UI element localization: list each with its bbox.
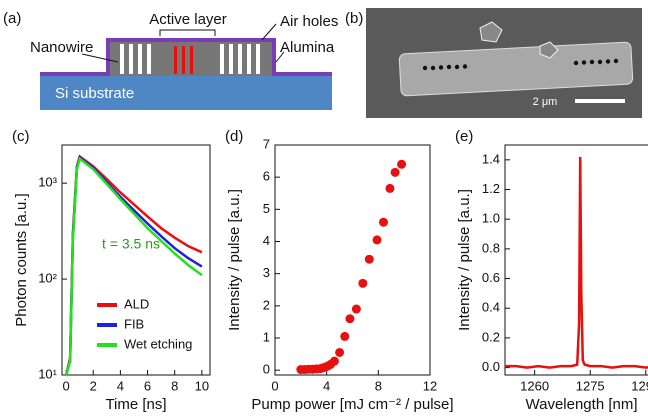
y-tick-label: 0.2 — [482, 329, 500, 344]
y-tick-label: 1.0 — [482, 211, 500, 226]
active-layer — [174, 46, 193, 74]
point — [397, 159, 407, 169]
x-tick-label: 1275 — [576, 378, 605, 393]
panel-label: (a) — [3, 10, 21, 27]
point — [364, 254, 374, 264]
point — [340, 331, 350, 341]
label: Si substrate — [55, 85, 134, 102]
y-tick-label: 4 — [263, 233, 270, 248]
point — [358, 278, 368, 288]
debris — [479, 21, 559, 59]
alumina-layer — [40, 38, 332, 76]
point — [385, 183, 395, 193]
pointer — [81, 53, 119, 63]
point — [329, 356, 339, 366]
panel-label: (d) — [225, 128, 243, 145]
x-axis-label: Wavelength [nm] — [526, 396, 638, 413]
series-line — [64, 156, 203, 376]
x-tick-label: 10 — [195, 378, 209, 393]
y-axis-label: Intensity / pulse [a.u.] — [226, 189, 243, 331]
panel-label: (b) — [345, 10, 363, 27]
point — [372, 235, 382, 245]
y-tick-label: 7 — [263, 136, 270, 151]
diagram: (a) Active layer Air holes Nanowire Alum… — [3, 10, 338, 110]
y-tick-label: 0.6 — [482, 270, 500, 285]
y-tick-label: 0 — [263, 362, 270, 377]
y-axis-label: Photon counts [a.u.] — [13, 193, 30, 326]
point — [345, 314, 355, 324]
point — [390, 167, 400, 177]
pointer — [275, 51, 285, 63]
annotation: t = 3.5 ns — [102, 236, 160, 252]
y-tick-label: 5 — [263, 201, 270, 216]
y-tick-label: 10² — [38, 271, 57, 286]
label: Active layer — [149, 11, 227, 28]
x-axis-label: Time [ns] — [105, 396, 166, 413]
air-holes — [120, 44, 260, 74]
legend-label: FIB — [124, 316, 144, 331]
legend-label: ALD — [124, 296, 149, 311]
x-axis-label: Pump power [mJ cm⁻² / pulse] — [251, 396, 453, 413]
series-line — [505, 156, 648, 369]
y-tick-label: 6 — [263, 169, 270, 184]
y-tick-label: 3 — [263, 265, 270, 280]
y-tick-label: 1.4 — [482, 151, 500, 166]
bracket — [159, 29, 216, 36]
x-tick-label: 0 — [271, 378, 278, 393]
x-tick-label: 4 — [323, 378, 330, 393]
holes — [422, 58, 619, 71]
x-tick-label: 6 — [144, 378, 151, 393]
x-tick-label: 4 — [117, 378, 124, 393]
micrograph: (b) 2 μm — [345, 8, 642, 118]
y-tick-label: 10³ — [38, 175, 57, 190]
x-tick-label: 0 — [62, 378, 69, 393]
point — [351, 304, 361, 314]
label: Nanowire — [30, 39, 93, 56]
point — [379, 217, 388, 227]
y-axis-label: Intensity / pulse [a.u.] — [456, 189, 473, 331]
label: Alumina — [280, 39, 335, 56]
x-tick-label: 8 — [375, 378, 382, 393]
x-tick-label: 2 — [90, 378, 97, 393]
legend-label: Wet etching — [124, 336, 192, 351]
panel-label: (c) — [12, 128, 30, 145]
x-tick-label: 12 — [423, 378, 437, 393]
y-tick-label: 10¹ — [38, 366, 57, 381]
label: Air holes — [280, 13, 338, 30]
plot-frame — [61, 144, 211, 376]
point — [335, 347, 345, 357]
panel-label: (e) — [455, 128, 473, 145]
y-tick-label: 0.0 — [482, 359, 500, 374]
y-tick-label: 1 — [263, 329, 270, 344]
pointer — [261, 23, 277, 41]
scale-label: 2 μm — [533, 96, 558, 108]
y-tick-label: 0.4 — [482, 300, 500, 315]
x-tick-label: 1260 — [520, 378, 549, 393]
y-tick-label: 1.2 — [482, 181, 500, 196]
x-tick-label: 1290 — [631, 378, 648, 393]
nanowire-rod — [398, 41, 634, 97]
plot-frame — [274, 144, 431, 376]
plot-frame — [504, 144, 648, 376]
substrate — [40, 76, 332, 110]
y-tick-label: 0.8 — [482, 240, 500, 255]
x-tick-label: 8 — [171, 378, 178, 393]
scale-bar — [575, 99, 625, 103]
y-tick-label: 2 — [263, 297, 270, 312]
